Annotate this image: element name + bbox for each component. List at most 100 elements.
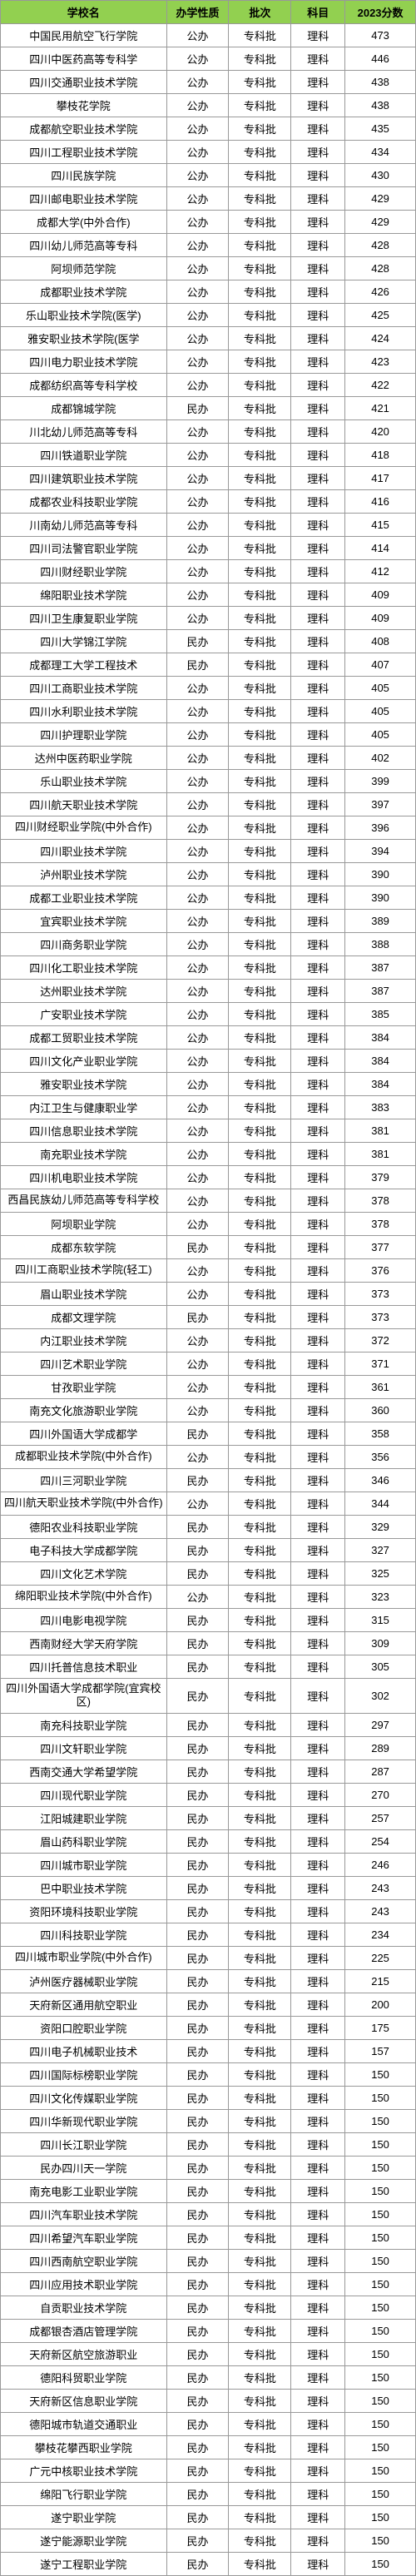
cell-name: 眉山药科职业学院 — [1, 1829, 167, 1853]
cell-batch: 专科批 — [229, 2062, 291, 2086]
table-row: 四川司法警官职业学院公办专科批理科414 — [1, 537, 416, 560]
cell-subject: 理科 — [291, 2062, 345, 2086]
cell-batch: 专科批 — [229, 187, 291, 211]
cell-batch: 专科批 — [229, 1586, 291, 1609]
cell-score: 150 — [345, 2552, 416, 2575]
cell-type: 公办 — [166, 583, 229, 607]
cell-score: 243 — [345, 1899, 416, 1923]
cell-batch: 专科批 — [229, 1026, 291, 1050]
table-row: 四川建筑职业技术学院公办专科批理科417 — [1, 467, 416, 490]
cell-name: 四川工商职业技术学院 — [1, 677, 167, 700]
cell-batch: 专科批 — [229, 420, 291, 444]
cell-subject: 理科 — [291, 1679, 345, 1714]
table-row: 四川幼儿师范高等专科公办专科批理科428 — [1, 234, 416, 257]
table-row: 德阳城市轨道交通职业民办专科批理科150 — [1, 2412, 416, 2435]
table-row: 遂宁能源职业学院民办专科批理科150 — [1, 2529, 416, 2552]
table-row: 川南幼儿师范高等专科公办专科批理科415 — [1, 514, 416, 537]
cell-batch: 专科批 — [229, 1713, 291, 1736]
cell-batch: 专科批 — [229, 1283, 291, 1306]
table-row: 成都银杏酒店管理学院民办专科批理科150 — [1, 2319, 416, 2342]
cell-batch: 专科批 — [229, 1422, 291, 1446]
table-row: 四川现代职业学院民办专科批理科270 — [1, 1783, 416, 1806]
table-row: 四川外国语大学成都学院(宜宾校区)民办专科批理科302 — [1, 1679, 416, 1714]
cell-type: 民办 — [166, 1923, 229, 1946]
cell-type: 公办 — [166, 1166, 229, 1189]
cell-batch: 专科批 — [229, 2109, 291, 2132]
cell-subject: 理科 — [291, 1026, 345, 1050]
cell-subject: 理科 — [291, 770, 345, 793]
cell-score: 373 — [345, 1306, 416, 1329]
cell-type: 公办 — [166, 94, 229, 117]
cell-batch: 专科批 — [229, 1119, 291, 1143]
cell-name: 四川文化艺术学院 — [1, 1562, 167, 1586]
cell-batch: 专科批 — [229, 2342, 291, 2365]
cell-type: 公办 — [166, 560, 229, 583]
cell-type: 民办 — [166, 2505, 229, 2529]
cell-type: 公办 — [166, 1353, 229, 1376]
table-row: 四川科技职业学院民办专科批理科234 — [1, 1923, 416, 1946]
table-row: 四川电子机械职业技术民办专科批理科157 — [1, 2039, 416, 2062]
cell-subject: 理科 — [291, 1259, 345, 1283]
cell-subject: 理科 — [291, 1783, 345, 1806]
table-row: 四川工程职业技术学院公办专科批理科434 — [1, 141, 416, 164]
cell-name: 四川电子机械职业技术 — [1, 2039, 167, 2062]
table-row: 资阳口腔职业学院民办专科批理科175 — [1, 2016, 416, 2039]
cell-type: 民办 — [166, 2156, 229, 2179]
header-batch: 批次 — [229, 1, 291, 24]
cell-subject: 理科 — [291, 1329, 345, 1353]
cell-type: 公办 — [166, 164, 229, 187]
cell-score: 422 — [345, 374, 416, 397]
cell-batch: 专科批 — [229, 1376, 291, 1399]
cell-batch: 专科批 — [229, 1876, 291, 1899]
table-row: 乐山职业技术学院公办专科批理科399 — [1, 770, 416, 793]
cell-type: 公办 — [166, 1399, 229, 1422]
cell-name: 四川财经职业学院(中外合作) — [1, 816, 167, 840]
cell-score: 426 — [345, 280, 416, 304]
cell-name: 成都职业技术学院 — [1, 280, 167, 304]
table-row: 四川艺术职业学院公办专科批理科371 — [1, 1353, 416, 1376]
cell-batch: 专科批 — [229, 2039, 291, 2062]
table-row: 甘孜职业学院公办专科批理科361 — [1, 1376, 416, 1399]
cell-name: 自贡职业技术学院 — [1, 2296, 167, 2319]
cell-type: 公办 — [166, 420, 229, 444]
cell-score: 412 — [345, 560, 416, 583]
cell-score: 428 — [345, 234, 416, 257]
table-row: 南充文化旅游职业学院公办专科批理科360 — [1, 1399, 416, 1422]
cell-score: 356 — [345, 1446, 416, 1469]
cell-type: 公办 — [166, 816, 229, 840]
cell-batch: 专科批 — [229, 630, 291, 653]
cell-score: 329 — [345, 1516, 416, 1539]
cell-subject: 理科 — [291, 863, 345, 886]
cell-batch: 专科批 — [229, 1003, 291, 1026]
table-row: 四川铁道职业学院公办专科批理科418 — [1, 444, 416, 467]
cell-score: 394 — [345, 840, 416, 863]
table-row: 阿坝师范学院公办专科批理科428 — [1, 257, 416, 280]
cell-score: 390 — [345, 886, 416, 910]
cell-batch: 专科批 — [229, 1329, 291, 1353]
cell-type: 民办 — [166, 2179, 229, 2202]
cell-subject: 理科 — [291, 2272, 345, 2296]
cell-name: 民办四川天一学院 — [1, 2156, 167, 2179]
cell-batch: 专科批 — [229, 2552, 291, 2575]
cell-type: 民办 — [166, 1713, 229, 1736]
cell-type: 公办 — [166, 723, 229, 747]
cell-batch: 专科批 — [229, 1399, 291, 1422]
table-row: 四川汽车职业技术学院民办专科批理科150 — [1, 2202, 416, 2226]
cell-subject: 理科 — [291, 1492, 345, 1516]
cell-subject: 理科 — [291, 2342, 345, 2365]
table-row: 成都工业职业技术学院公办专科批理科390 — [1, 886, 416, 910]
cell-subject: 理科 — [291, 1609, 345, 1632]
cell-subject: 理科 — [291, 234, 345, 257]
cell-score: 175 — [345, 2016, 416, 2039]
cell-name: 四川工程职业技术学院 — [1, 141, 167, 164]
table-row: 天府新区航空旅游职业民办专科批理科150 — [1, 2342, 416, 2365]
cell-score: 346 — [345, 1469, 416, 1492]
cell-subject: 理科 — [291, 514, 345, 537]
table-row: 成都文理学院民办专科批理科373 — [1, 1306, 416, 1329]
cell-subject: 理科 — [291, 1446, 345, 1469]
cell-batch: 专科批 — [229, 583, 291, 607]
cell-score: 200 — [345, 1993, 416, 2016]
cell-subject: 理科 — [291, 467, 345, 490]
cell-type: 公办 — [166, 863, 229, 886]
cell-name: 四川电力职业技术学院 — [1, 350, 167, 374]
